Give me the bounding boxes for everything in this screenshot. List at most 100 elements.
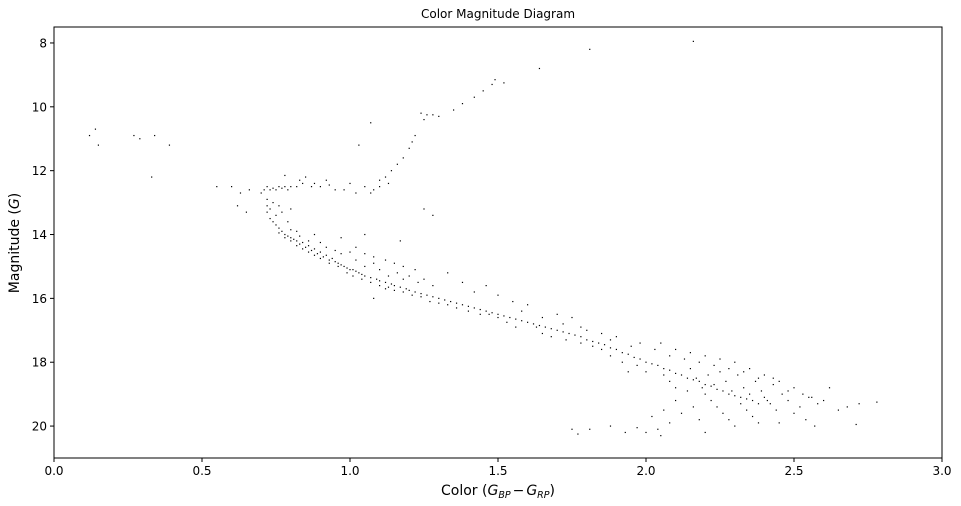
data-point bbox=[302, 248, 304, 250]
data-point bbox=[355, 246, 357, 248]
data-point bbox=[328, 262, 330, 264]
data-point bbox=[355, 270, 357, 272]
data-point bbox=[313, 233, 316, 236]
data-point bbox=[432, 114, 434, 116]
data-point bbox=[657, 428, 659, 430]
data-point bbox=[577, 433, 579, 435]
data-point bbox=[704, 355, 706, 357]
data-point bbox=[313, 248, 316, 250]
data-point bbox=[432, 285, 434, 287]
data-point bbox=[731, 390, 733, 392]
data-point bbox=[408, 275, 410, 277]
data-point bbox=[432, 296, 434, 298]
data-point bbox=[290, 186, 292, 188]
data-point bbox=[710, 385, 712, 387]
data-point bbox=[689, 368, 691, 370]
y-axis-label-g: G bbox=[7, 198, 23, 209]
data-point bbox=[740, 396, 742, 398]
data-point bbox=[491, 312, 493, 314]
data-point bbox=[814, 425, 816, 427]
data-point bbox=[556, 329, 558, 331]
data-point bbox=[370, 192, 372, 194]
data-point bbox=[376, 278, 378, 280]
data-point bbox=[725, 380, 727, 382]
data-point bbox=[766, 399, 768, 402]
data-point bbox=[589, 48, 591, 50]
data-point bbox=[245, 211, 247, 213]
data-point bbox=[550, 336, 552, 338]
data-point bbox=[305, 246, 307, 248]
data-point bbox=[716, 406, 718, 408]
data-point bbox=[334, 249, 336, 252]
data-point bbox=[707, 374, 709, 376]
data-point bbox=[719, 358, 721, 360]
data-point bbox=[639, 358, 641, 360]
data-point bbox=[479, 308, 481, 311]
data-point bbox=[402, 157, 404, 159]
data-point bbox=[746, 398, 748, 400]
data-point bbox=[769, 403, 771, 405]
y-tick-label: 16 bbox=[32, 292, 47, 306]
data-point bbox=[266, 198, 268, 200]
data-point bbox=[299, 179, 301, 181]
data-point bbox=[364, 233, 366, 236]
data-point bbox=[580, 342, 582, 344]
x-axis-label: Color (GBP − GRP) bbox=[441, 483, 555, 501]
data-point bbox=[384, 281, 387, 284]
data-point bbox=[479, 313, 481, 315]
data-point bbox=[133, 134, 135, 137]
data-point bbox=[420, 296, 422, 298]
data-point bbox=[444, 299, 446, 301]
data-point bbox=[281, 230, 283, 232]
data-point bbox=[527, 304, 529, 306]
data-point bbox=[541, 316, 543, 319]
data-point bbox=[272, 221, 274, 223]
data-point bbox=[379, 285, 381, 287]
data-point bbox=[373, 297, 375, 299]
data-point bbox=[497, 294, 499, 296]
x-axis-label-g2: G bbox=[526, 483, 537, 499]
data-point bbox=[370, 281, 372, 284]
data-point bbox=[399, 286, 401, 288]
data-point bbox=[426, 294, 428, 296]
data-point bbox=[627, 371, 629, 373]
x-tick-label: 0.5 bbox=[192, 464, 211, 478]
data-point bbox=[275, 214, 277, 216]
data-point bbox=[467, 310, 469, 312]
data-point bbox=[651, 415, 653, 418]
data-point bbox=[799, 406, 801, 408]
data-point bbox=[307, 245, 310, 247]
data-point bbox=[154, 134, 156, 137]
data-point bbox=[281, 211, 283, 213]
data-point bbox=[633, 356, 635, 359]
data-point bbox=[299, 243, 301, 245]
data-point bbox=[467, 305, 469, 307]
data-point bbox=[284, 233, 286, 236]
data-point bbox=[562, 331, 564, 333]
data-point bbox=[858, 403, 860, 405]
data-point bbox=[740, 403, 742, 405]
x-tick-label: 1.0 bbox=[340, 464, 359, 478]
data-point bbox=[307, 251, 310, 253]
data-point bbox=[837, 409, 839, 411]
data-point bbox=[817, 403, 819, 405]
data-point bbox=[310, 249, 313, 252]
x-tick-label: 2.5 bbox=[784, 464, 803, 478]
data-point bbox=[669, 422, 671, 424]
data-point bbox=[139, 138, 141, 140]
data-point bbox=[296, 245, 298, 247]
data-point bbox=[692, 40, 694, 42]
data-point bbox=[515, 326, 517, 328]
data-point bbox=[461, 304, 464, 306]
data-point bbox=[802, 393, 804, 395]
data-point bbox=[710, 399, 712, 402]
data-point bbox=[390, 283, 393, 285]
data-point bbox=[609, 339, 612, 341]
data-point bbox=[370, 122, 372, 124]
data-point bbox=[355, 259, 357, 261]
data-point bbox=[503, 82, 505, 84]
data-point bbox=[319, 241, 321, 244]
data-point bbox=[334, 189, 336, 191]
data-point bbox=[384, 176, 387, 178]
